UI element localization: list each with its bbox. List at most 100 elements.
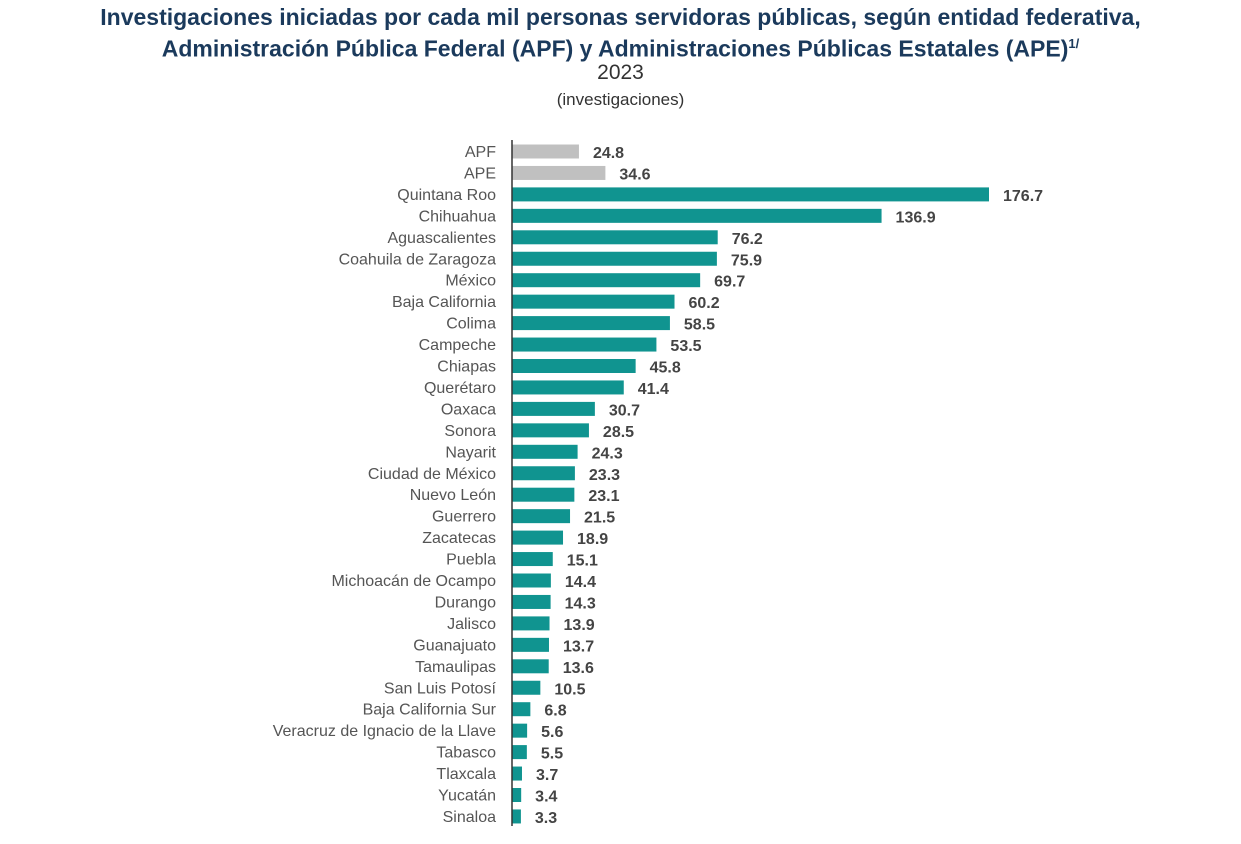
data-label: 76.2 [732, 231, 763, 248]
bar [512, 680, 541, 695]
data-label: 53.5 [670, 338, 701, 355]
bar [512, 594, 551, 609]
bar [512, 165, 606, 180]
bar [512, 659, 549, 674]
data-label: 30.7 [609, 402, 640, 419]
data-label: 58.5 [684, 317, 715, 334]
data-label: 21.5 [584, 510, 615, 527]
bar [512, 423, 589, 438]
category-label: Oaxaca [441, 401, 496, 418]
bar [512, 745, 527, 760]
chart-unit: (investigaciones) [556, 90, 685, 109]
bar [512, 444, 578, 459]
category-label: Zacatecas [422, 530, 496, 547]
category-label: Campeche [419, 337, 496, 354]
bar [512, 766, 522, 781]
category-label: Ciudad de México [368, 466, 496, 483]
data-label: 60.2 [689, 295, 720, 312]
chart-title-text: Administración Pública Federal (APF) y A… [161, 35, 1069, 62]
category-label: Sonora [444, 423, 496, 440]
category-label: Sinaloa [443, 809, 496, 826]
bar [512, 273, 701, 288]
category-label: Guerrero [432, 509, 496, 526]
bar [512, 187, 989, 202]
category-label: Jalisco [447, 616, 496, 633]
title-footnote: 1/ [1068, 36, 1080, 51]
category-label: Aguascalientes [387, 230, 496, 247]
category-label: Baja California [392, 294, 496, 311]
data-label: 3.7 [536, 767, 558, 784]
category-label: Coahuila de Zaragoza [339, 251, 497, 268]
category-label: Durango [435, 594, 496, 611]
data-label: 13.6 [563, 660, 594, 677]
category-label: Chiapas [437, 359, 496, 376]
bar [512, 637, 549, 652]
bar [512, 359, 636, 373]
bar [512, 294, 675, 309]
category-label: Guanajuato [413, 637, 496, 654]
data-label: 13.7 [563, 638, 594, 655]
chart-subtitle: 2023 [597, 61, 644, 84]
category-label: Nayarit [445, 444, 496, 461]
category-label: Veracruz de Ignacio de la Llave [273, 723, 496, 740]
category-label: APE [464, 165, 496, 182]
data-label: 24.3 [592, 445, 623, 462]
category-label: México [445, 273, 496, 290]
category-label: Colima [446, 316, 496, 333]
data-label: 14.4 [565, 574, 596, 591]
data-label: 18.9 [577, 531, 608, 548]
data-label: 136.9 [896, 209, 936, 226]
bar [512, 316, 670, 331]
category-label: San Luis Potosí [384, 680, 497, 697]
data-label: 23.1 [588, 488, 619, 505]
bar [512, 401, 595, 416]
category-label: Michoacán de Ocampo [331, 573, 496, 590]
data-label: 3.4 [535, 789, 557, 806]
bar [512, 487, 575, 502]
category-label: Tlaxcala [436, 766, 496, 783]
category-label: Chihuahua [419, 208, 497, 225]
data-label: 14.3 [565, 595, 596, 612]
category-label: Nuevo León [410, 487, 496, 504]
bar [512, 230, 718, 245]
bar [512, 552, 553, 567]
bar [512, 337, 657, 352]
data-label: 75.9 [731, 252, 762, 269]
data-label: 6.8 [544, 703, 566, 720]
bar [512, 208, 882, 223]
category-label: APF [465, 144, 496, 161]
bar [512, 466, 575, 481]
category-label: Baja California Sur [363, 702, 497, 719]
data-label: 5.6 [541, 724, 563, 741]
bar [512, 251, 717, 266]
data-label: 23.3 [589, 467, 620, 484]
category-label: Tabasco [436, 745, 496, 762]
chart-title-line2: Administración Pública Federal (APF) y A… [0, 31, 1241, 62]
category-label: Quintana Roo [397, 187, 496, 204]
data-label: 5.5 [541, 746, 563, 763]
data-label: 176.7 [1003, 188, 1043, 205]
bar [512, 616, 550, 631]
bar [512, 809, 521, 824]
category-label: Tamaulipas [415, 659, 496, 676]
data-label: 28.5 [603, 424, 634, 441]
data-label: 15.1 [567, 553, 598, 570]
category-label: Querétaro [424, 380, 496, 397]
bar [512, 788, 522, 802]
data-label: 24.8 [593, 145, 624, 162]
category-label: Yucatán [438, 788, 496, 805]
bar [512, 702, 531, 717]
data-label: 69.7 [714, 274, 745, 291]
data-label: 13.9 [564, 617, 595, 634]
bar [512, 509, 571, 524]
data-label: 10.5 [554, 681, 585, 698]
data-label: 41.4 [638, 381, 669, 398]
bar [512, 573, 551, 588]
category-label: Puebla [446, 552, 496, 569]
bar [512, 530, 564, 545]
data-label: 45.8 [650, 360, 681, 377]
bar [512, 144, 579, 159]
bar [512, 380, 624, 395]
bar [512, 723, 528, 738]
